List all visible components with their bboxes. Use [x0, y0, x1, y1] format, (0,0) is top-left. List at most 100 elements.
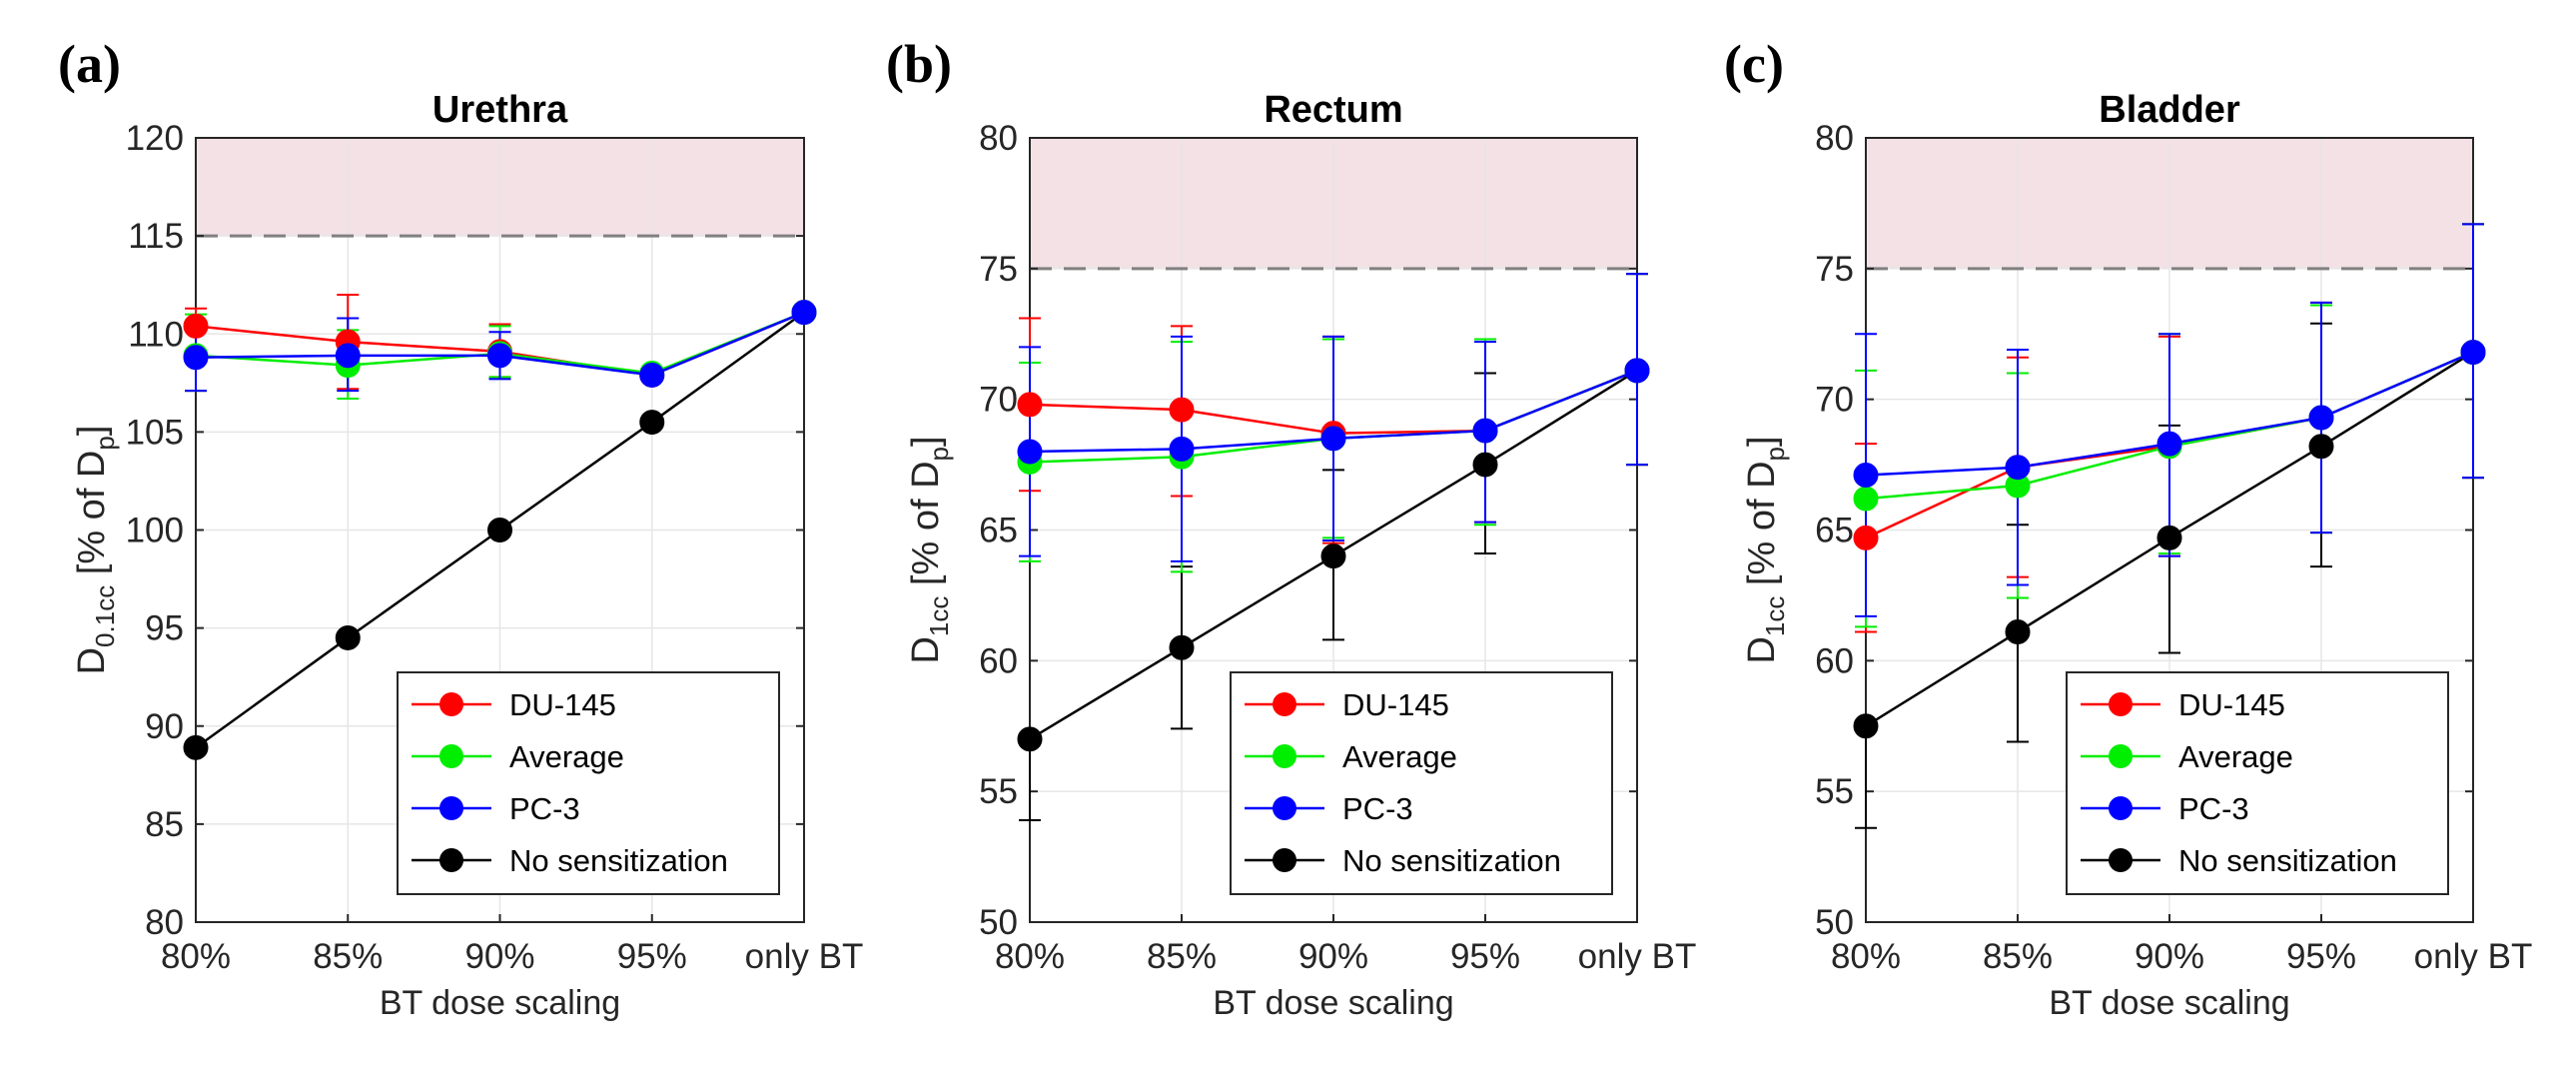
x-tick-label: 85%	[1983, 937, 2053, 976]
chart-title: Urethra	[432, 89, 568, 131]
legend: DU-145 Average PC-3 No sensitization	[2066, 671, 2449, 895]
x-tick-label: 90%	[1298, 937, 1368, 976]
x-tick-label: 95%	[617, 937, 687, 976]
data-point-pc-3	[1624, 358, 1650, 384]
legend-marker-average	[2109, 744, 2133, 768]
data-point-pc-3	[639, 362, 665, 388]
y-axis-label-sub2: p	[1760, 447, 1790, 461]
data-point-no-sensitization	[2005, 619, 2031, 645]
legend-marker-average	[1273, 744, 1296, 768]
legend-marker-no-sensitization	[1273, 848, 1296, 872]
y-tick-label: 120	[126, 119, 184, 158]
chart-panel-2: 50 55 60 65 70 75 80 80% 85% 90% 95% only BT (b) Rect…	[886, 34, 1696, 1022]
legend: DU-145 Average PC-3 No sensitization	[1230, 671, 1613, 895]
data-point-pc-3	[1017, 439, 1043, 465]
y-axis-label-main: D	[71, 647, 113, 674]
legend-label-no-sensitization: No sensitization	[1342, 843, 1561, 878]
data-point-no-sensitization	[1017, 726, 1043, 752]
y-axis-label-sub: 1cc	[924, 596, 954, 636]
y-axis-label: D1cc [% of Dp]	[1741, 436, 1790, 663]
data-point-pc-3	[487, 343, 512, 369]
panel-letter: (c)	[1724, 34, 1784, 94]
data-point-no-sensitization	[335, 624, 361, 650]
data-point-no-sensitization	[2308, 434, 2334, 460]
data-point-no-sensitization	[2156, 525, 2182, 550]
legend: DU-145 Average PC-3 No sensitization	[397, 671, 780, 895]
y-axis-label-sub: 0.1cc	[90, 585, 120, 647]
data-point-pc-3	[2156, 431, 2182, 457]
chart-panel-3: 50 55 60 65 70 75 80 80% 85% 90% 95% only BT (c) Blad…	[1724, 34, 2532, 1022]
y-axis-label-sub: 1cc	[1760, 596, 1790, 636]
x-tick-label: 95%	[1450, 937, 1520, 976]
y-tick-label: 105	[126, 413, 184, 452]
y-tick-label: 55	[1815, 772, 1854, 811]
data-point-du-145	[1169, 397, 1195, 423]
y-tick-label: 75	[1815, 250, 1854, 289]
legend-label-no-sensitization: No sensitization	[2178, 843, 2397, 878]
x-tick-label: 80%	[161, 937, 231, 976]
x-tick-label: 80%	[1831, 937, 1901, 976]
legend-marker-pc-3	[1273, 796, 1296, 820]
data-point-no-sensitization	[487, 518, 512, 542]
legend-label-pc-3: PC-3	[2178, 791, 2249, 826]
legend-label-du-145: DU-145	[2178, 687, 2285, 722]
data-point-du-145	[1853, 525, 1879, 550]
y-tick-label: 75	[979, 250, 1018, 289]
legend-label-du-145: DU-145	[509, 687, 616, 722]
x-axis-label: BT dose scaling	[1213, 984, 1453, 1022]
data-point-no-sensitization	[1169, 634, 1195, 660]
legend-label-average: Average	[1342, 739, 1457, 774]
data-point-pc-3	[2308, 405, 2334, 431]
y-tick-label: 50	[1815, 903, 1854, 942]
data-point-du-145	[183, 313, 209, 339]
data-point-pc-3	[335, 343, 361, 369]
y-axis-label-suffix: [% of D	[71, 451, 113, 585]
legend-marker-no-sensitization	[2109, 848, 2133, 872]
data-point-no-sensitization	[1472, 452, 1498, 478]
y-tick-label: 55	[979, 772, 1018, 811]
data-point-pc-3	[791, 300, 817, 326]
data-point-no-sensitization	[639, 410, 665, 436]
y-tick-label: 90	[145, 707, 184, 746]
y-tick-label: 100	[126, 512, 184, 550]
x-tick-label: 80%	[995, 937, 1065, 976]
y-tick-label: 115	[128, 217, 184, 256]
data-point-pc-3	[183, 345, 209, 371]
data-point-pc-3	[1472, 418, 1498, 444]
data-point-pc-3	[2460, 340, 2486, 366]
legend-label-no-sensitization: No sensitization	[509, 843, 728, 878]
legend-label-du-145: DU-145	[1342, 687, 1449, 722]
data-point-pc-3	[1169, 436, 1195, 462]
x-axis-label: BT dose scaling	[380, 984, 620, 1022]
legend-label-pc-3: PC-3	[1342, 791, 1413, 826]
legend-marker-pc-3	[2109, 796, 2133, 820]
y-axis-label-sub2: p	[90, 436, 120, 450]
chart-title: Rectum	[1264, 89, 1402, 131]
legend-label-average: Average	[509, 739, 624, 774]
x-axis-label: BT dose scaling	[2049, 984, 2289, 1022]
legend-marker-average	[439, 744, 463, 768]
legend-marker-du-145	[439, 692, 463, 716]
y-tick-label: 80	[1815, 119, 1854, 158]
legend-marker-pc-3	[439, 796, 463, 820]
y-axis-label-end: ]	[905, 436, 947, 447]
x-tick-label: 85%	[313, 937, 383, 976]
panel-letter: (b)	[886, 34, 952, 94]
y-tick-label: 110	[128, 315, 184, 354]
y-axis-label-sub2: p	[924, 447, 954, 461]
y-axis-label-end: ]	[71, 426, 113, 437]
data-point-pc-3	[1320, 426, 1346, 452]
x-tick-label: 85%	[1147, 937, 1217, 976]
y-tick-label: 80	[979, 119, 1018, 158]
data-point-pc-3	[1853, 463, 1879, 489]
data-point-average	[1853, 486, 1879, 512]
chart-panel-1: 80 85 90 95 100 105 110 115 120 80% 85% 90% 95% only …	[58, 34, 863, 1022]
legend-label-pc-3: PC-3	[509, 791, 580, 826]
x-tick-label: 90%	[2135, 937, 2204, 976]
y-tick-label: 50	[979, 903, 1018, 942]
chart-title: Bladder	[2099, 89, 2240, 131]
y-axis-label-main: D	[905, 636, 947, 663]
y-axis-label: D1cc [% of Dp]	[905, 436, 954, 663]
y-tick-label: 85	[145, 805, 184, 844]
y-axis-label-end: ]	[1741, 436, 1783, 447]
